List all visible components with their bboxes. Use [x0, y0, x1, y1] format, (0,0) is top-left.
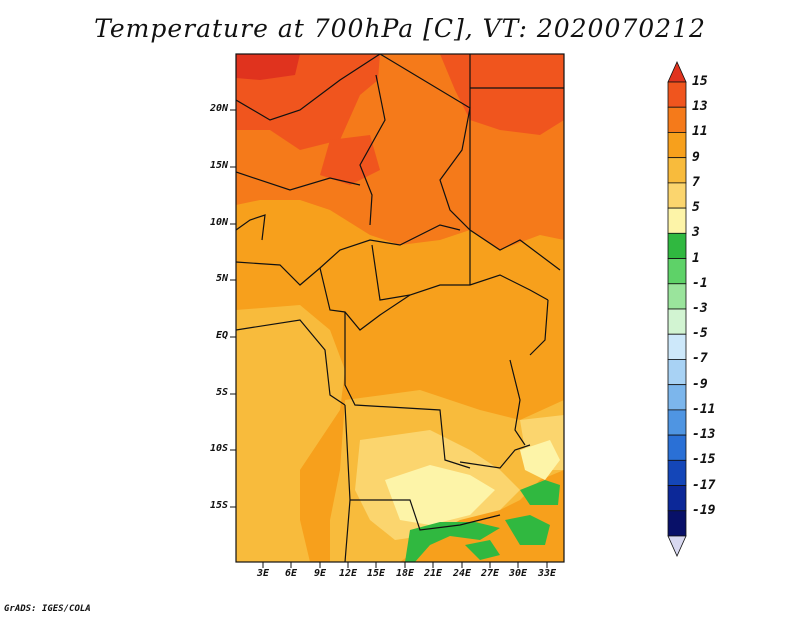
lat-label: 10N	[209, 217, 228, 228]
colorbar-label: 1	[692, 250, 700, 266]
colorbar-swatch	[667, 258, 687, 285]
colorbar-label: -17	[692, 477, 716, 493]
colorbar	[667, 61, 687, 557]
lon-label: 9E	[313, 568, 327, 579]
colorbar-label: -11	[692, 401, 716, 417]
colorbar-swatch	[667, 232, 687, 259]
colorbar-swatch	[667, 283, 687, 310]
lon-label: 18E	[395, 568, 415, 579]
colorbar-label: 11	[692, 124, 708, 140]
lat-label: 15S	[209, 500, 228, 511]
country-borders	[236, 54, 564, 562]
lat-label: EQ	[215, 330, 228, 341]
colorbar-label: 5	[692, 200, 700, 216]
colorbar-label: 13	[692, 99, 708, 115]
lon-label: 30E	[508, 568, 528, 579]
grads-credit: GrADS: IGES/COLA	[4, 604, 91, 614]
colorbar-swatch	[667, 434, 687, 461]
lat-label: 20N	[209, 103, 228, 114]
plot-frame	[235, 53, 565, 563]
temperature-field	[236, 54, 564, 562]
colorbar-label: -1	[692, 275, 708, 291]
lon-label: 24E	[452, 568, 472, 579]
lon-label: 27E	[480, 568, 500, 579]
colorbar-swatch	[667, 333, 687, 360]
colorbar-swatch	[667, 384, 687, 411]
lon-label: 6E	[284, 568, 298, 579]
colorbar-label: -3	[692, 301, 708, 316]
colorbar-swatch	[667, 459, 687, 486]
colorbar-top-arrow	[667, 61, 687, 83]
lon-label: 33E	[537, 568, 557, 579]
colorbar-swatch	[667, 132, 687, 159]
lon-label: 21E	[423, 568, 443, 579]
lat-label: 15N	[209, 160, 228, 171]
colorbar-swatch	[667, 485, 687, 512]
colorbar-swatch	[667, 359, 687, 386]
colorbar-swatch	[667, 207, 687, 234]
lat-label: 5N	[215, 273, 228, 284]
lon-label: 15E	[366, 568, 386, 579]
colorbar-label: -13	[692, 427, 716, 443]
colorbar-swatch	[667, 182, 687, 209]
colorbar-label: -5	[692, 326, 708, 342]
colorbar-swatch	[667, 308, 687, 335]
colorbar-label: 7	[692, 174, 700, 190]
colorbar-label: -9	[692, 376, 708, 392]
colorbar-swatch	[667, 157, 687, 184]
lon-label: 12E	[338, 568, 358, 579]
colorbar-swatch	[667, 81, 687, 108]
colorbar-label: 15	[692, 74, 708, 89]
colorbar-label: -15	[692, 452, 716, 468]
colorbar-label: 3	[692, 225, 700, 241]
colorbar-swatch	[667, 106, 687, 133]
axis-ticks	[230, 109, 548, 568]
colorbar-label: -7	[692, 351, 708, 367]
lon-label: 3E	[256, 568, 270, 579]
colorbar-swatch	[667, 510, 687, 537]
colorbar-bottom-arrow	[667, 535, 687, 557]
colorbar-label: -19	[692, 502, 716, 518]
map-title: Temperature at 700hPa [C], VT: 202007021…	[94, 14, 706, 43]
colorbar-swatch	[667, 409, 687, 436]
lat-label: 10S	[209, 443, 228, 454]
lat-label: 5S	[215, 387, 228, 398]
colorbar-label: 9	[692, 149, 700, 165]
